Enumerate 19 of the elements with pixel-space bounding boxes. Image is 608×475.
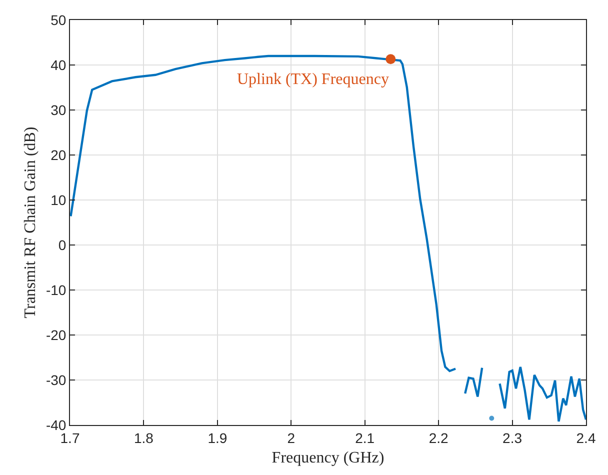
y-tick-label: -30 [46, 372, 66, 388]
y-tick-label: -10 [46, 282, 66, 298]
y-tick-label: 30 [50, 102, 66, 118]
x-tick-label: 1.8 [134, 430, 154, 446]
x-tick-label: 2.4 [576, 430, 596, 446]
annotation: Uplink (TX) Frequency [237, 71, 389, 88]
y-tick-label: 20 [50, 146, 66, 163]
y-tick-label: 10 [50, 192, 66, 208]
x-axis-title: Frequency (GHz) [272, 450, 384, 466]
x-tick-label: 2.2 [428, 430, 449, 446]
y-tick-label: 40 [50, 56, 66, 73]
y-tick-label: -20 [46, 326, 66, 343]
x-tick-label: 1.9 [208, 430, 228, 446]
y-tick-label: 0 [58, 236, 66, 253]
y-tick-label: 50 [50, 12, 66, 28]
y-axis-title: Transmit RF Chain Gain (dB) [22, 126, 39, 318]
x-tick-label: 2.1 [355, 430, 375, 446]
x-tick-label: 2.3 [502, 430, 522, 446]
x-tick-label: 2 [287, 430, 296, 446]
